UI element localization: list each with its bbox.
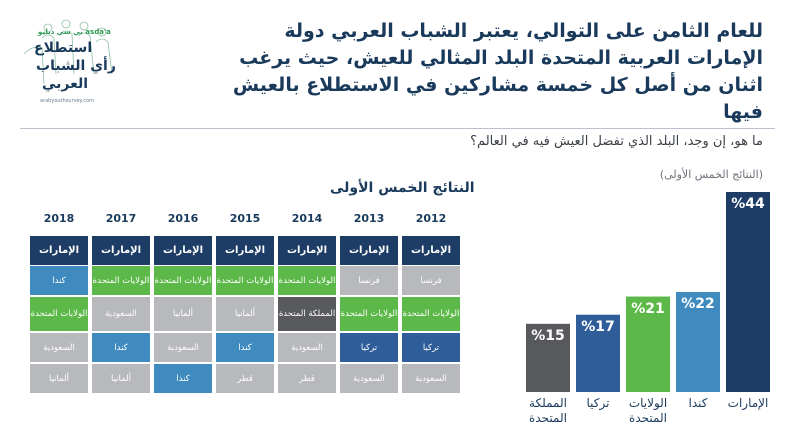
- table-cell-2013-rank-4: تركيا: [340, 333, 398, 362]
- table-cell-2018-rank-3: الولايات المتحدة: [30, 297, 88, 331]
- category-label-4: تركيا: [586, 396, 610, 410]
- divider: [20, 128, 775, 129]
- table-cell-2014-rank-4: السعودية: [278, 333, 336, 362]
- logo-url: arabyouthsurvey.com: [40, 98, 95, 104]
- year-label-2012: 2012: [415, 212, 447, 225]
- table-cell-2013-rank-2: فرنسا: [340, 266, 398, 295]
- table-cell-2016-rank-3: ألمانيا: [154, 297, 212, 331]
- table-cell-2015-rank-5: قطر: [216, 364, 274, 393]
- table-title: النتائج الخمس الأولى: [330, 180, 475, 196]
- bar-chart: %44 الإمارات %22 كندا %21 الولايات المتحدة %17…: [480, 180, 780, 428]
- table-cell-2017-rank-3: السعودية: [92, 297, 150, 331]
- bar-4: [576, 314, 620, 392]
- table-cell-2014-rank-3: المملكة المتحدة: [278, 297, 336, 331]
- table-cell-2015-rank-2: الولايات المتحدة: [216, 266, 274, 295]
- table-cell-2018-rank-2: كندا: [30, 266, 88, 295]
- logo-line-1: استطلاع: [34, 40, 93, 56]
- table-cell-2016-rank-1: الإمارات: [154, 236, 212, 265]
- table-cell-2015-rank-3: ألمانيا: [216, 297, 274, 331]
- table-cell-2015-rank-1: الإمارات: [216, 236, 274, 265]
- arab-youth-survey-logo: بي سي دبليو asda'a استطلاع رأي الشباب ال…: [14, 14, 124, 114]
- table-cell-2012-rank-3: الولايات المتحدة: [402, 297, 460, 331]
- table-cell-2017-rank-1: الإمارات: [92, 236, 150, 265]
- category-label-1: الإمارات: [727, 396, 769, 410]
- category-label-3: الولايات المتحدة: [628, 396, 668, 425]
- table-cell-2017-rank-5: ألمانيا: [92, 364, 150, 393]
- logo-line-3: العربي: [42, 76, 89, 92]
- table-cell-2013-rank-3: الولايات المتحدة: [340, 297, 398, 331]
- table-cell-2016-rank-5: كندا: [154, 364, 212, 393]
- table-cell-2014-rank-2: الولايات المتحدة: [278, 266, 336, 295]
- table-cell-2016-rank-4: السعودية: [154, 333, 212, 362]
- headline: للعام الثامن على التوالي، يعتبر الشباب ا…: [232, 20, 763, 123]
- table-cell-2018-rank-1: الإمارات: [30, 236, 88, 265]
- bar-5: [526, 323, 570, 392]
- table-cell-2012-rank-5: السعودية: [402, 364, 460, 393]
- table-cell-2012-rank-2: فرنسا: [402, 266, 460, 295]
- table-cell-2016-rank-2: الولايات المتحدة: [154, 266, 212, 295]
- bar-value-label-5: %15: [531, 327, 565, 344]
- table-cell-2013-rank-1: الإمارات: [340, 236, 398, 265]
- table-cell-2012-rank-1: الإمارات: [402, 236, 460, 265]
- category-label-2: كندا: [688, 396, 708, 410]
- year-label-2014: 2014: [291, 212, 323, 225]
- table-cell-2014-rank-5: قطر: [278, 364, 336, 393]
- bar-3: [626, 296, 670, 392]
- table-cell-2017-rank-4: كندا: [92, 333, 150, 362]
- table-cell-2018-rank-5: ألمانيا: [30, 364, 88, 393]
- logo-line-2: رأي الشباب: [36, 58, 116, 74]
- year-label-2015: 2015: [229, 212, 261, 225]
- category-label-5: المملكة المتحدة: [529, 396, 567, 425]
- year-label-2018: 2018: [43, 212, 75, 225]
- table-cell-2015-rank-4: كندا: [216, 333, 274, 362]
- bar-value-label-2: %22: [681, 296, 715, 312]
- chart-subtitle: (النتائج الخمس الأولى): [659, 168, 763, 181]
- bar-2: [676, 292, 720, 392]
- year-label-2013: 2013: [353, 212, 385, 225]
- bar-value-label-4: %17: [581, 318, 615, 335]
- table-cell-2017-rank-2: الولايات المتحدة: [92, 266, 150, 295]
- table-cell-2013-rank-5: السعودية: [340, 364, 398, 393]
- year-label-2016: 2016: [167, 212, 199, 225]
- table-cell-2014-rank-1: الإمارات: [278, 236, 336, 265]
- bar-value-label-1: %44: [731, 196, 765, 212]
- bar-value-label-3: %21: [631, 300, 665, 317]
- table-cell-2012-rank-4: تركيا: [402, 333, 460, 362]
- bar-1: [726, 192, 770, 392]
- table-cell-2018-rank-4: السعودية: [30, 333, 88, 362]
- survey-question: ما هو، إن وجد، البلد الذي تفضل العيش فيه…: [470, 134, 763, 149]
- logo-brand: بي سي دبليو asda'a: [38, 28, 111, 36]
- year-label-2017: 2017: [105, 212, 137, 225]
- logo-figures-icon: [23, 19, 113, 85]
- bar-chart-svg: [526, 192, 770, 392]
